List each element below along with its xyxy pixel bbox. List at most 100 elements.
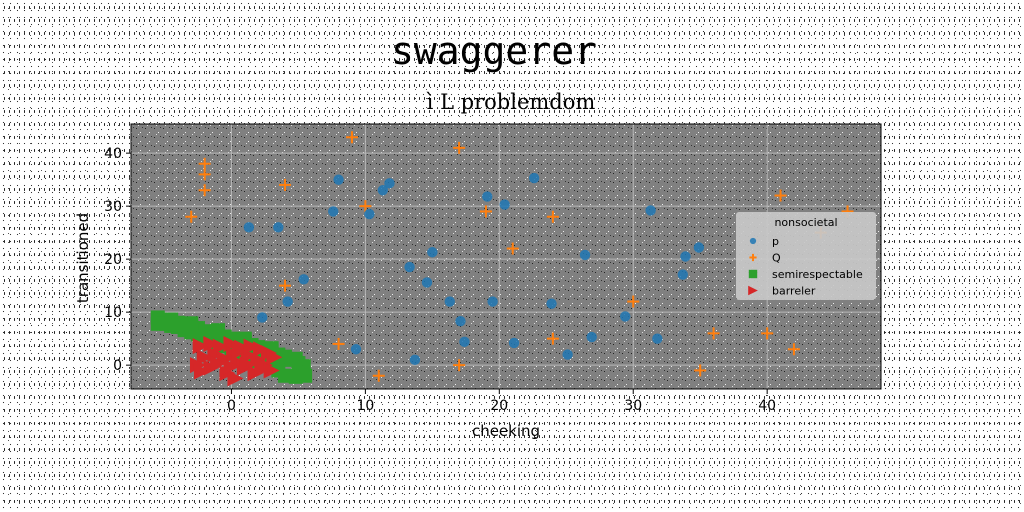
point-Q xyxy=(279,279,292,292)
point-p xyxy=(693,242,705,253)
point-p xyxy=(562,349,573,360)
point-p xyxy=(546,298,557,309)
x-axis-ticks: 0 10 20 30 40 xyxy=(227,389,776,414)
point-p xyxy=(444,296,455,307)
point-barreler xyxy=(212,338,229,355)
point-p xyxy=(421,277,433,288)
y-axis-label: transitioned xyxy=(74,213,92,303)
point-Q xyxy=(279,178,292,191)
point-barreler xyxy=(231,342,248,359)
point-Q xyxy=(453,359,466,372)
legend-marker-barreler xyxy=(748,285,758,296)
point-p xyxy=(409,354,421,366)
point-p xyxy=(508,337,520,349)
point-barreler xyxy=(239,356,256,373)
y-tick-label: 30 xyxy=(104,199,122,215)
series-barreler xyxy=(189,335,283,387)
legend-title: nonsocietal xyxy=(774,216,837,229)
point-Q xyxy=(774,189,787,202)
point-p xyxy=(677,269,688,280)
point-barreler xyxy=(189,357,206,374)
point-barreler xyxy=(193,363,210,380)
legend-label-Q: Q xyxy=(772,252,781,265)
plot-frame xyxy=(130,123,882,390)
x-tick-label: 30 xyxy=(624,398,642,414)
point-barreler xyxy=(263,362,280,379)
point-p xyxy=(243,222,255,233)
chart-subtitle: ì L problemdom xyxy=(426,90,596,114)
data-marks xyxy=(150,131,854,387)
point-p xyxy=(384,178,395,189)
point-semirespectable xyxy=(288,351,303,366)
point-Q xyxy=(787,343,800,356)
point-Q xyxy=(707,327,720,340)
y-tick-label: 20 xyxy=(104,252,122,268)
point-barreler xyxy=(196,349,213,366)
point-Q xyxy=(479,205,492,218)
point-barreler xyxy=(254,361,271,378)
point-p xyxy=(619,311,631,322)
point-Q xyxy=(198,157,211,170)
point-semirespectable xyxy=(184,316,199,331)
point-p xyxy=(257,312,268,323)
point-semirespectable xyxy=(288,369,303,384)
x-tick-label: 10 xyxy=(356,398,374,414)
point-p xyxy=(282,296,293,307)
point-barreler xyxy=(223,358,240,375)
legend-box xyxy=(736,212,876,300)
point-p xyxy=(579,249,591,261)
point-barreler xyxy=(243,338,260,355)
point-Q xyxy=(372,369,385,382)
legend-label-p: p xyxy=(772,235,779,248)
point-p xyxy=(350,344,362,355)
point-Q xyxy=(546,332,559,345)
x-tick-label: 0 xyxy=(227,398,236,414)
legend-label-semirespectable: semirespectable xyxy=(772,268,863,281)
y-tick-label: 0 xyxy=(113,358,122,374)
point-semirespectable xyxy=(150,316,165,331)
point-Q xyxy=(546,210,559,223)
point-barreler xyxy=(210,355,227,372)
point-p xyxy=(333,174,344,185)
y-tick-label: 40 xyxy=(104,146,122,162)
legend-marker-semirespectable xyxy=(748,269,758,279)
point-barreler xyxy=(252,341,269,358)
point-p xyxy=(427,247,438,258)
point-barreler xyxy=(266,349,283,366)
point-p xyxy=(273,222,284,233)
point-barreler xyxy=(192,338,209,355)
point-Q xyxy=(345,131,358,144)
point-Q xyxy=(506,242,519,255)
point-semirespectable xyxy=(211,323,226,338)
point-Q xyxy=(198,184,211,197)
y-axis-ticks: 0 10 20 30 40 xyxy=(104,146,131,374)
point-Q xyxy=(453,141,466,154)
point-p xyxy=(364,208,375,220)
chart-title: swaggerer xyxy=(391,29,597,73)
point-p xyxy=(680,251,691,262)
point-p xyxy=(528,172,540,184)
point-p xyxy=(487,296,498,307)
point-p xyxy=(298,274,309,285)
point-Q xyxy=(198,168,211,181)
point-barreler xyxy=(227,370,244,387)
point-p xyxy=(652,333,663,344)
y-tick-label: 10 xyxy=(104,305,122,321)
legend-marker-p xyxy=(749,237,757,245)
legend-label-barreler: barreler xyxy=(772,285,816,298)
point-p xyxy=(482,191,493,202)
point-Q xyxy=(332,337,345,350)
point-Q xyxy=(185,210,198,223)
x-tick-label: 20 xyxy=(490,398,508,414)
point-p xyxy=(645,205,656,216)
point-p xyxy=(455,315,466,327)
point-p xyxy=(404,261,415,273)
point-Q xyxy=(627,295,640,308)
x-tick-label: 40 xyxy=(758,398,776,414)
point-Q xyxy=(694,364,707,377)
point-Q xyxy=(359,200,372,213)
point-barreler xyxy=(203,335,220,352)
point-Q xyxy=(761,327,774,340)
